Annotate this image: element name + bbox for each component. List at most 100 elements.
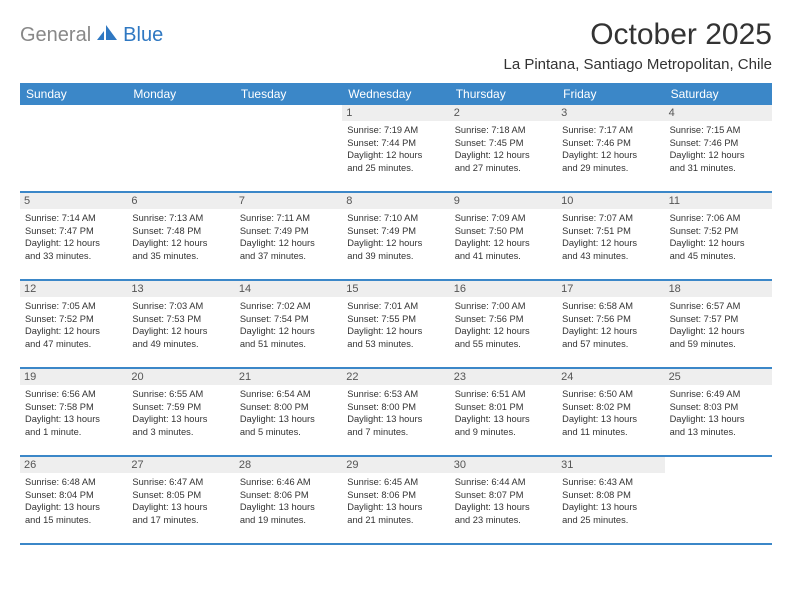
day-details: Sunrise: 6:43 AMSunset: 8:08 PMDaylight:…	[562, 476, 659, 526]
sunrise-text: Sunrise: 7:15 AM	[670, 124, 767, 137]
day-cell: 27Sunrise: 6:47 AMSunset: 8:05 PMDayligh…	[127, 457, 234, 543]
day-details: Sunrise: 6:51 AMSunset: 8:01 PMDaylight:…	[455, 388, 552, 438]
sunset-text: Sunset: 8:04 PM	[25, 489, 122, 502]
day-number: 28	[235, 457, 342, 473]
day-cell: 30Sunrise: 6:44 AMSunset: 8:07 PMDayligh…	[450, 457, 557, 543]
week-row: 5Sunrise: 7:14 AMSunset: 7:47 PMDaylight…	[20, 193, 772, 281]
day-details: Sunrise: 6:56 AMSunset: 7:58 PMDaylight:…	[25, 388, 122, 438]
sunrise-text: Sunrise: 6:51 AM	[455, 388, 552, 401]
sunrise-text: Sunrise: 6:54 AM	[240, 388, 337, 401]
sunset-text: Sunset: 7:54 PM	[240, 313, 337, 326]
day-number: 27	[127, 457, 234, 473]
day-number: 13	[127, 281, 234, 297]
daylight1-text: Daylight: 12 hours	[455, 325, 552, 338]
sunset-text: Sunset: 7:49 PM	[240, 225, 337, 238]
logo-text-blue: Blue	[123, 24, 163, 47]
sunset-text: Sunset: 7:55 PM	[347, 313, 444, 326]
day-details: Sunrise: 6:50 AMSunset: 8:02 PMDaylight:…	[562, 388, 659, 438]
day-number: 9	[450, 193, 557, 209]
day-number: 23	[450, 369, 557, 385]
sunset-text: Sunset: 7:52 PM	[25, 313, 122, 326]
sunset-text: Sunset: 8:00 PM	[240, 401, 337, 414]
day-number: 15	[342, 281, 449, 297]
weekday-header: Thursday	[450, 83, 557, 105]
day-cell	[127, 105, 234, 191]
sunset-text: Sunset: 7:57 PM	[670, 313, 767, 326]
daylight1-text: Daylight: 12 hours	[455, 149, 552, 162]
daylight2-text: and 19 minutes.	[240, 514, 337, 527]
weekday-header: Sunday	[20, 83, 127, 105]
day-cell: 6Sunrise: 7:13 AMSunset: 7:48 PMDaylight…	[127, 193, 234, 279]
daylight1-text: Daylight: 12 hours	[347, 237, 444, 250]
sunset-text: Sunset: 7:51 PM	[562, 225, 659, 238]
calendar-page: General Blue October 2025 La Pintana, Sa…	[0, 0, 792, 555]
sunset-text: Sunset: 8:02 PM	[562, 401, 659, 414]
week-row: 12Sunrise: 7:05 AMSunset: 7:52 PMDayligh…	[20, 281, 772, 369]
day-details: Sunrise: 7:03 AMSunset: 7:53 PMDaylight:…	[132, 300, 229, 350]
day-details: Sunrise: 6:48 AMSunset: 8:04 PMDaylight:…	[25, 476, 122, 526]
day-details: Sunrise: 6:58 AMSunset: 7:56 PMDaylight:…	[562, 300, 659, 350]
daylight1-text: Daylight: 12 hours	[240, 237, 337, 250]
sunset-text: Sunset: 7:53 PM	[132, 313, 229, 326]
daylight2-text: and 53 minutes.	[347, 338, 444, 351]
daylight1-text: Daylight: 13 hours	[670, 413, 767, 426]
day-cell: 23 Sunrise: 6:51 AMSunset: 8:01 PMDayligh…	[450, 369, 557, 455]
weekday-header: Monday	[127, 83, 234, 105]
daylight1-text: Daylight: 13 hours	[25, 501, 122, 514]
sunrise-text: Sunrise: 7:07 AM	[562, 212, 659, 225]
daylight1-text: Daylight: 13 hours	[240, 413, 337, 426]
day-details: Sunrise: 7:02 AMSunset: 7:54 PMDaylight:…	[240, 300, 337, 350]
day-details: Sunrise: 6:49 AMSunset: 8:03 PMDaylight:…	[670, 388, 767, 438]
day-cell: 29Sunrise: 6:45 AMSunset: 8:06 PMDayligh…	[342, 457, 449, 543]
day-cell: 22Sunrise: 6:53 AMSunset: 8:00 PMDayligh…	[342, 369, 449, 455]
calendar: SundayMondayTuesdayWednesdayThursdayFrid…	[20, 83, 772, 545]
day-details: Sunrise: 7:06 AMSunset: 7:52 PMDaylight:…	[670, 212, 767, 262]
sunset-text: Sunset: 7:48 PM	[132, 225, 229, 238]
day-number: 19	[20, 369, 127, 385]
day-number: 16	[450, 281, 557, 297]
daylight2-text: and 3 minutes.	[132, 426, 229, 439]
day-details: Sunrise: 6:45 AMSunset: 8:06 PMDaylight:…	[347, 476, 444, 526]
day-number: 25	[665, 369, 772, 385]
day-details: Sunrise: 7:10 AMSunset: 7:49 PMDaylight:…	[347, 212, 444, 262]
sunrise-text: Sunrise: 6:48 AM	[25, 476, 122, 489]
sunset-text: Sunset: 7:47 PM	[25, 225, 122, 238]
daylight2-text: and 13 minutes.	[670, 426, 767, 439]
sunrise-text: Sunrise: 7:03 AM	[132, 300, 229, 313]
weekday-header: Tuesday	[235, 83, 342, 105]
sunrise-text: Sunrise: 7:11 AM	[240, 212, 337, 225]
day-cell: 15Sunrise: 7:01 AMSunset: 7:55 PMDayligh…	[342, 281, 449, 367]
daylight2-text: and 25 minutes.	[562, 514, 659, 527]
daylight1-text: Daylight: 12 hours	[347, 325, 444, 338]
daylight1-text: Daylight: 12 hours	[562, 325, 659, 338]
sunrise-text: Sunrise: 6:58 AM	[562, 300, 659, 313]
header: General Blue October 2025 La Pintana, Sa…	[20, 18, 772, 73]
sunset-text: Sunset: 8:05 PM	[132, 489, 229, 502]
sunrise-text: Sunrise: 6:53 AM	[347, 388, 444, 401]
day-details: Sunrise: 7:11 AMSunset: 7:49 PMDaylight:…	[240, 212, 337, 262]
day-cell: 1Sunrise: 7:19 AMSunset: 7:44 PMDaylight…	[342, 105, 449, 191]
day-details: Sunrise: 6:46 AMSunset: 8:06 PMDaylight:…	[240, 476, 337, 526]
day-cell: 7Sunrise: 7:11 AMSunset: 7:49 PMDaylight…	[235, 193, 342, 279]
daylight2-text: and 27 minutes.	[455, 162, 552, 175]
daylight1-text: Daylight: 12 hours	[240, 325, 337, 338]
header-right: October 2025 La Pintana, Santiago Metrop…	[503, 18, 772, 73]
day-details: Sunrise: 7:09 AMSunset: 7:50 PMDaylight:…	[455, 212, 552, 262]
day-cell: 3Sunrise: 7:17 AMSunset: 7:46 PMDaylight…	[557, 105, 664, 191]
day-details: Sunrise: 7:05 AMSunset: 7:52 PMDaylight:…	[25, 300, 122, 350]
daylight2-text: and 35 minutes.	[132, 250, 229, 263]
daylight2-text: and 57 minutes.	[562, 338, 659, 351]
sunrise-text: Sunrise: 6:45 AM	[347, 476, 444, 489]
sunset-text: Sunset: 7:59 PM	[132, 401, 229, 414]
daylight1-text: Daylight: 13 hours	[25, 413, 122, 426]
location-text: La Pintana, Santiago Metropolitan, Chile	[503, 56, 772, 73]
day-cell: 26Sunrise: 6:48 AMSunset: 8:04 PMDayligh…	[20, 457, 127, 543]
weeks-container: 1Sunrise: 7:19 AMSunset: 7:44 PMDaylight…	[20, 105, 772, 545]
day-number: 18	[665, 281, 772, 297]
sunrise-text: Sunrise: 6:47 AM	[132, 476, 229, 489]
day-cell: 14Sunrise: 7:02 AMSunset: 7:54 PMDayligh…	[235, 281, 342, 367]
daylight1-text: Daylight: 12 hours	[670, 237, 767, 250]
sunset-text: Sunset: 8:07 PM	[455, 489, 552, 502]
daylight1-text: Daylight: 12 hours	[670, 149, 767, 162]
sunset-text: Sunset: 7:49 PM	[347, 225, 444, 238]
